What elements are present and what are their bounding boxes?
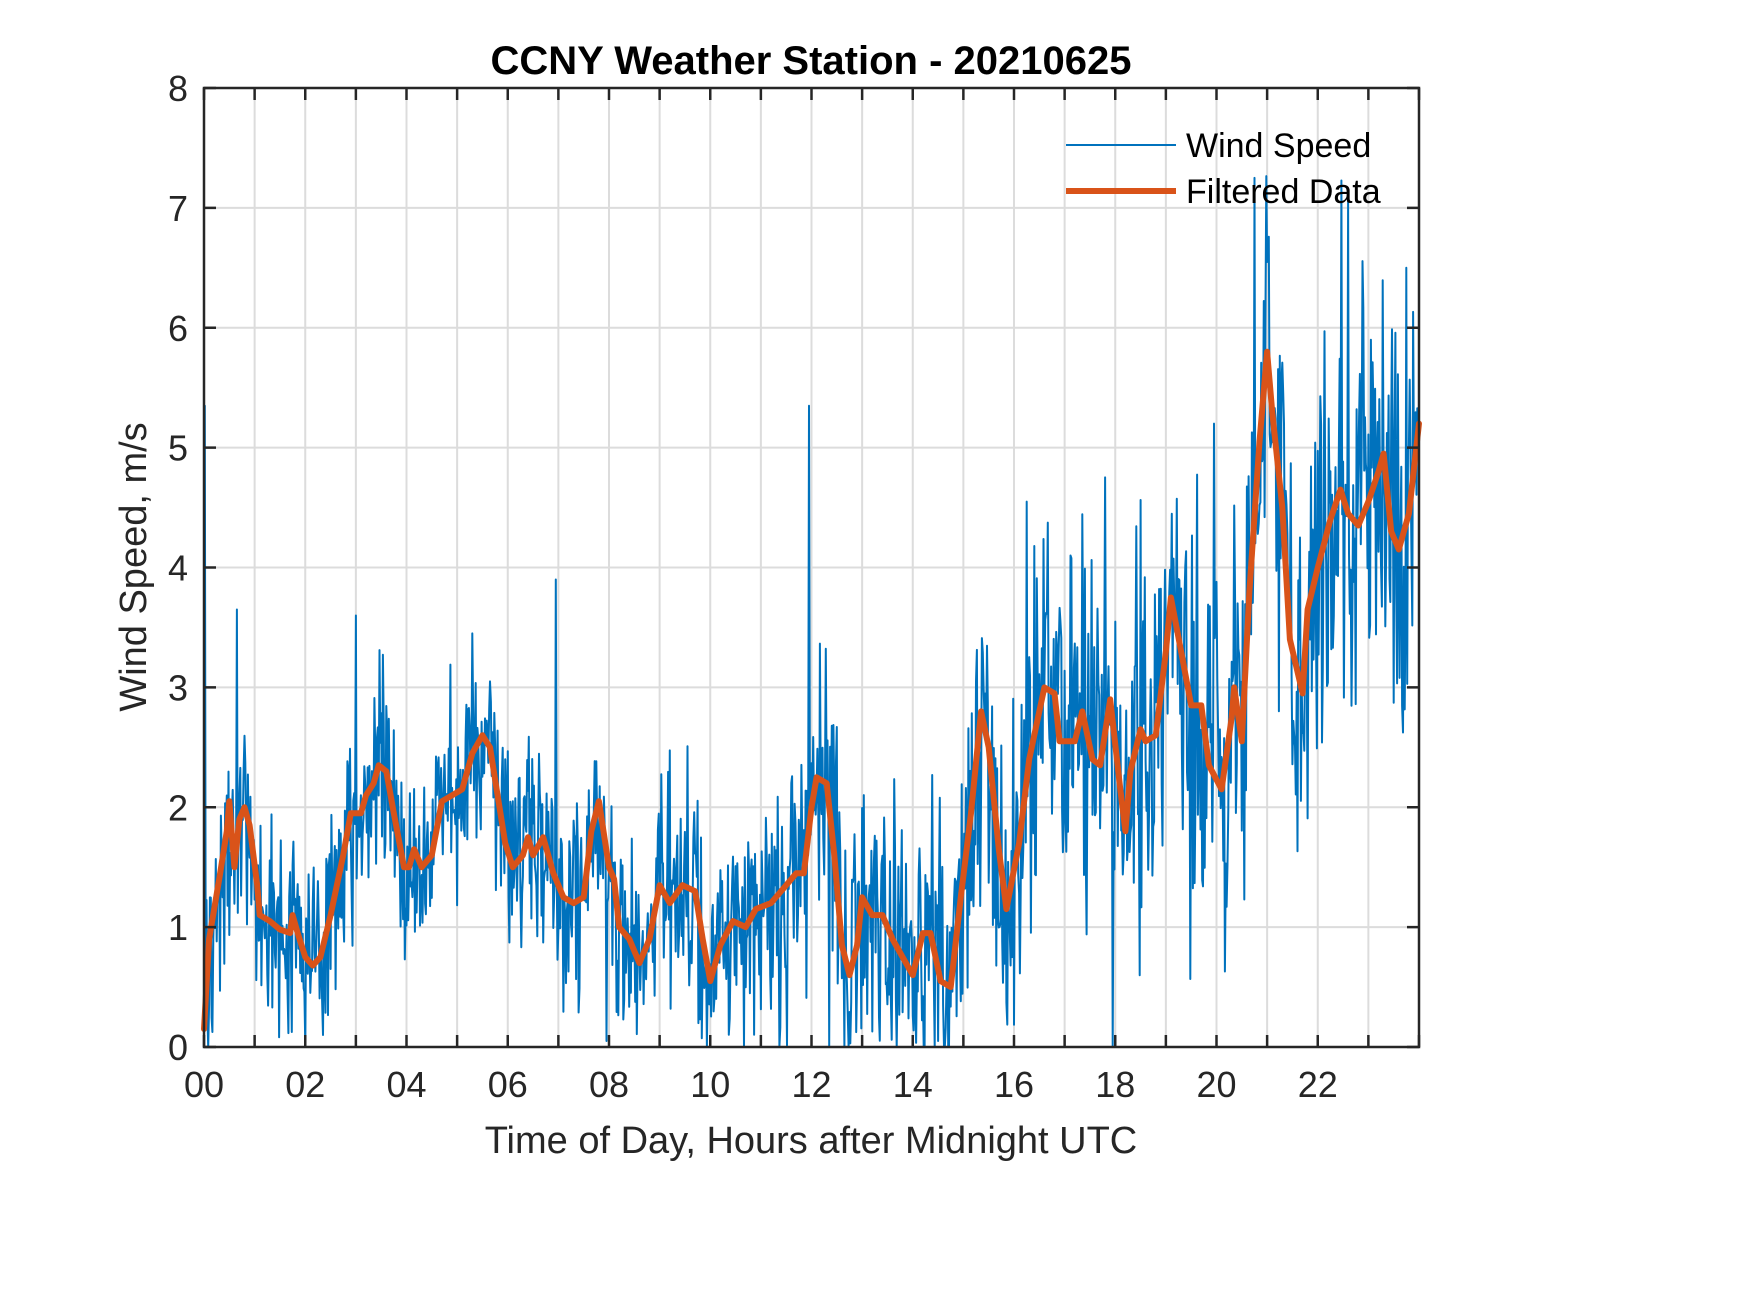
x-tick-label: 18	[1095, 1064, 1135, 1105]
legend-label-filtered-data: Filtered Data	[1186, 173, 1381, 211]
x-tick-label: 06	[488, 1064, 528, 1105]
filtered-data-series	[201, 348, 1422, 1032]
y-tick-label: 2	[168, 787, 188, 828]
x-tick-label: 20	[1196, 1064, 1236, 1105]
wind-speed-line	[203, 175, 1420, 1048]
axis-ticks	[202, 86, 1421, 1049]
x-tick-label: 10	[690, 1064, 730, 1105]
y-tick-label: 3	[168, 667, 188, 708]
y-tick-label: 5	[168, 428, 188, 469]
x-tick-label: 12	[791, 1064, 831, 1105]
y-tick-label: 7	[168, 188, 188, 229]
y-tick-label: 6	[168, 308, 188, 349]
filtered-data-line	[201, 348, 1422, 1032]
x-tick-label: 04	[386, 1064, 426, 1105]
x-tick-labels: 00 02 04 06 08 10 12 14 16 18 20 22	[184, 1064, 1338, 1105]
legend-label-wind-speed: Wind Speed	[1186, 127, 1371, 165]
y-tick-label: 1	[168, 907, 188, 948]
y-tick-label: 0	[168, 1027, 188, 1068]
x-tick-label: 08	[589, 1064, 629, 1105]
x-tick-label: 02	[285, 1064, 325, 1105]
x-tick-label: 22	[1298, 1064, 1338, 1105]
y-tick-labels: 0 1 2 3 4 5 6 7 8	[168, 68, 188, 1068]
wind-speed-series	[203, 175, 1420, 1048]
y-tick-label: 8	[168, 68, 188, 109]
x-axis-label: Time of Day, Hours after Midnight UTC	[485, 1120, 1138, 1162]
y-tick-label: 4	[168, 548, 188, 589]
x-tick-label: 16	[994, 1064, 1034, 1105]
chart-title: CCNY Weather Station - 20210625	[491, 39, 1132, 83]
x-tick-label: 00	[184, 1064, 224, 1105]
x-tick-label: 14	[893, 1064, 933, 1105]
legend: Wind Speed Filtered Data	[1066, 127, 1381, 211]
y-axis-label: Wind Speed, m/s	[113, 422, 155, 711]
